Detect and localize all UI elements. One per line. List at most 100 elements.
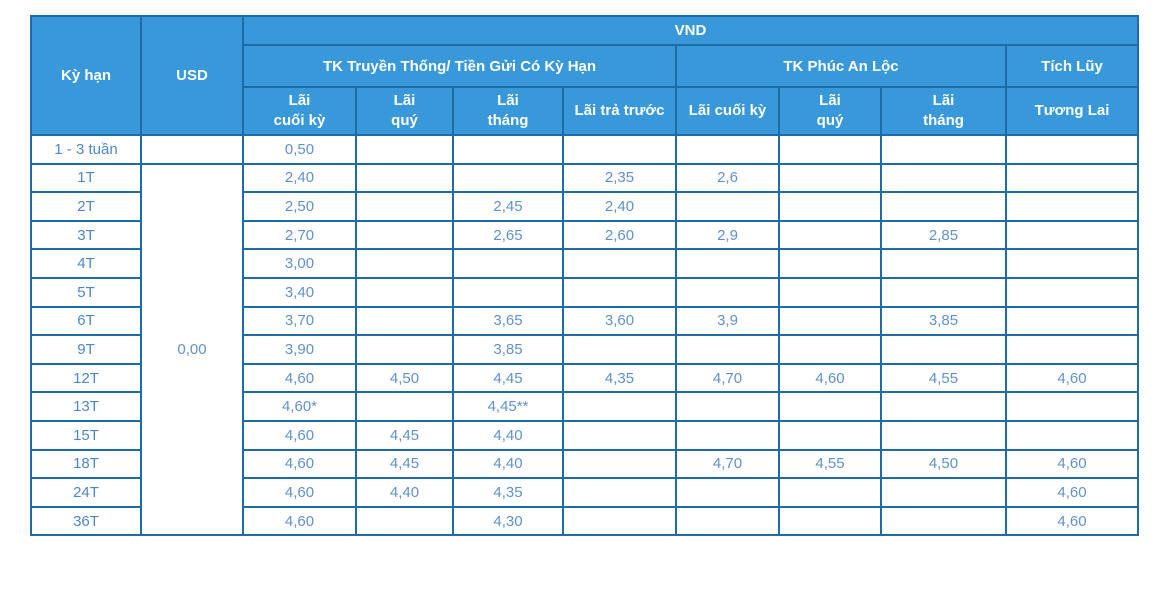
rate-cell <box>355 162 454 194</box>
rate-cell: 3,00 <box>242 248 357 279</box>
rate-cell: 3,60 <box>562 305 677 337</box>
rate-cell <box>562 134 677 165</box>
rate-cell <box>452 134 564 165</box>
rate-cell: 4,60 <box>1005 477 1139 508</box>
rate-cell: 2,70 <box>242 219 357 251</box>
rate-cell <box>355 134 454 165</box>
rate-cell: 4,30 <box>452 505 564 537</box>
table-row: 18T 4,60 4,45 4,40 4,70 4,55 4,50 4,60 <box>30 448 1139 480</box>
rate-cell: 2,45 <box>452 191 564 222</box>
rate-cell <box>880 191 1007 222</box>
rate-cell <box>675 248 780 279</box>
rate-cell <box>880 276 1007 308</box>
rate-cell: 4,35 <box>452 477 564 508</box>
term-cell: 15T <box>30 419 142 451</box>
subheader-lai-thang: Lãi tháng <box>452 86 564 136</box>
rate-cell <box>1005 248 1139 279</box>
term-cell: 2T <box>30 191 142 222</box>
subheader-tuong-lai: Tương Lai <box>1005 86 1139 136</box>
rate-cell: 4,50 <box>355 362 454 394</box>
header-row-currency: Kỳ hạn USD VND <box>30 15 1139 136</box>
table-row: 12T 4,60 4,50 4,45 4,35 4,70 4,60 4,55 4,60 <box>30 362 1139 394</box>
subheader-pal-lai-thang: Lãi tháng <box>880 86 1007 136</box>
term-cell: 18T <box>30 448 142 480</box>
rate-cell: 2,9 <box>675 219 780 251</box>
rate-cell: 4,40 <box>452 448 564 480</box>
term-cell: 1 - 3 tuần <box>30 134 142 165</box>
rate-cell <box>880 248 1007 279</box>
rate-cell: 3,40 <box>242 276 357 308</box>
rate-cell: 4,60* <box>242 391 357 422</box>
term-cell: 6T <box>30 305 142 337</box>
rate-cell <box>1005 419 1139 451</box>
rate-cell <box>562 248 677 279</box>
header-row-groups: TK Truyền Thống/ Tiền Gửi Có Kỳ Hạn TK P… <box>31 44 1139 88</box>
rate-cell: 4,45 <box>452 362 564 394</box>
rate-cell: 2,6 <box>675 162 780 194</box>
header-vnd: VND <box>242 15 1139 46</box>
rate-cell <box>778 248 882 279</box>
rate-cell <box>880 505 1007 537</box>
rate-cell: 2,40 <box>562 191 677 222</box>
rate-cell: 4,45** <box>452 391 564 422</box>
rate-cell: 4,45 <box>355 419 454 451</box>
rate-cell <box>355 305 454 337</box>
rate-cell <box>1005 219 1139 251</box>
header-usd: USD <box>140 15 244 136</box>
rate-cell: 3,70 <box>242 305 357 337</box>
rate-cell: 2,35 <box>562 162 677 194</box>
rate-cell <box>880 162 1007 194</box>
term-cell: 36T <box>30 505 142 537</box>
term-cell: 9T <box>30 334 142 365</box>
rate-cell: 2,50 <box>242 191 357 222</box>
rate-cell: 2,85 <box>880 219 1007 251</box>
rate-cell <box>778 419 882 451</box>
rate-cell: 4,60 <box>1005 505 1139 537</box>
header-group-traditional: TK Truyền Thống/ Tiền Gửi Có Kỳ Hạn <box>242 44 677 88</box>
term-cell: 1T <box>30 162 142 194</box>
header-group-phuc-an-loc: TK Phúc An Lộc <box>675 44 1007 88</box>
rate-cell: 4,60 <box>242 362 357 394</box>
rate-cell <box>452 162 564 194</box>
rate-cell: 4,40 <box>355 477 454 508</box>
rate-cell <box>675 191 780 222</box>
rate-cell: 3,65 <box>452 305 564 337</box>
rate-cell: 4,60 <box>1005 362 1139 394</box>
rate-cell <box>452 276 564 308</box>
table-row: 24T 4,60 4,40 4,35 4,60 <box>30 477 1139 508</box>
rate-cell: 4,45 <box>355 448 454 480</box>
header-term: Kỳ hạn <box>30 15 142 136</box>
rate-cell <box>778 391 882 422</box>
rate-cell <box>355 248 454 279</box>
rate-cell: 0,50 <box>242 134 357 165</box>
rate-cell <box>1005 391 1139 422</box>
rate-cell: 2,40 <box>242 162 357 194</box>
rate-cell: 4,70 <box>675 362 780 394</box>
table-row: 1T 0,00 2,40 2,35 2,6 <box>30 162 1139 537</box>
rate-cell <box>675 134 780 165</box>
interest-rate-table: Kỳ hạn USD VND TK Truyền Thống/ Tiền Gửi… <box>30 15 1139 537</box>
subheader-lai-quy: Lãi quý <box>355 86 454 136</box>
rate-cell <box>675 334 780 365</box>
rate-cell: 4,60 <box>242 505 357 537</box>
rate-cell <box>778 305 882 337</box>
rate-cell: 4,60 <box>778 362 882 394</box>
rate-cell <box>778 334 882 365</box>
rate-cell <box>355 505 454 537</box>
table-row: 4T 3,00 <box>30 248 1139 279</box>
rate-cell: 2,60 <box>562 219 677 251</box>
rate-cell: 4,60 <box>1005 448 1139 480</box>
subheader-pal-lai-quy: Lãi quý <box>778 86 882 136</box>
table-row: 36T 4,60 4,30 4,60 <box>30 505 1139 537</box>
rate-cell <box>562 276 677 308</box>
rate-cell: 4,55 <box>778 448 882 480</box>
rate-cell <box>1005 162 1139 194</box>
rate-cell: 4,35 <box>562 362 677 394</box>
rate-cell <box>355 219 454 251</box>
rate-cell <box>778 162 882 194</box>
rate-cell: 4,40 <box>452 419 564 451</box>
rate-cell <box>778 191 882 222</box>
rate-cell <box>562 505 677 537</box>
rate-cell <box>778 505 882 537</box>
usd-merged-cell: 0,00 <box>140 162 244 537</box>
